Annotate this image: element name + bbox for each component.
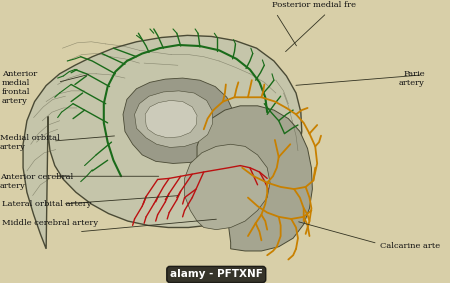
Text: Medial orbital
artery: Medial orbital artery: [0, 134, 60, 151]
Polygon shape: [184, 144, 270, 230]
Polygon shape: [145, 100, 197, 138]
Text: Lateral orbital artery: Lateral orbital artery: [2, 200, 91, 208]
Text: Parie
artery: Parie artery: [399, 70, 425, 87]
Text: Anterior cerebral
artery: Anterior cerebral artery: [0, 173, 73, 190]
Polygon shape: [135, 91, 212, 147]
Polygon shape: [23, 35, 302, 249]
Text: alamy - PFTXNF: alamy - PFTXNF: [170, 269, 263, 279]
Text: Anterior
medial
frontal
artery: Anterior medial frontal artery: [2, 70, 37, 105]
Polygon shape: [197, 106, 312, 251]
Text: Calcarine arte: Calcarine arte: [380, 243, 440, 250]
Text: Middle cerebral artery: Middle cerebral artery: [2, 220, 98, 228]
Text: Posterior medial fre: Posterior medial fre: [272, 1, 356, 9]
Polygon shape: [123, 78, 234, 164]
